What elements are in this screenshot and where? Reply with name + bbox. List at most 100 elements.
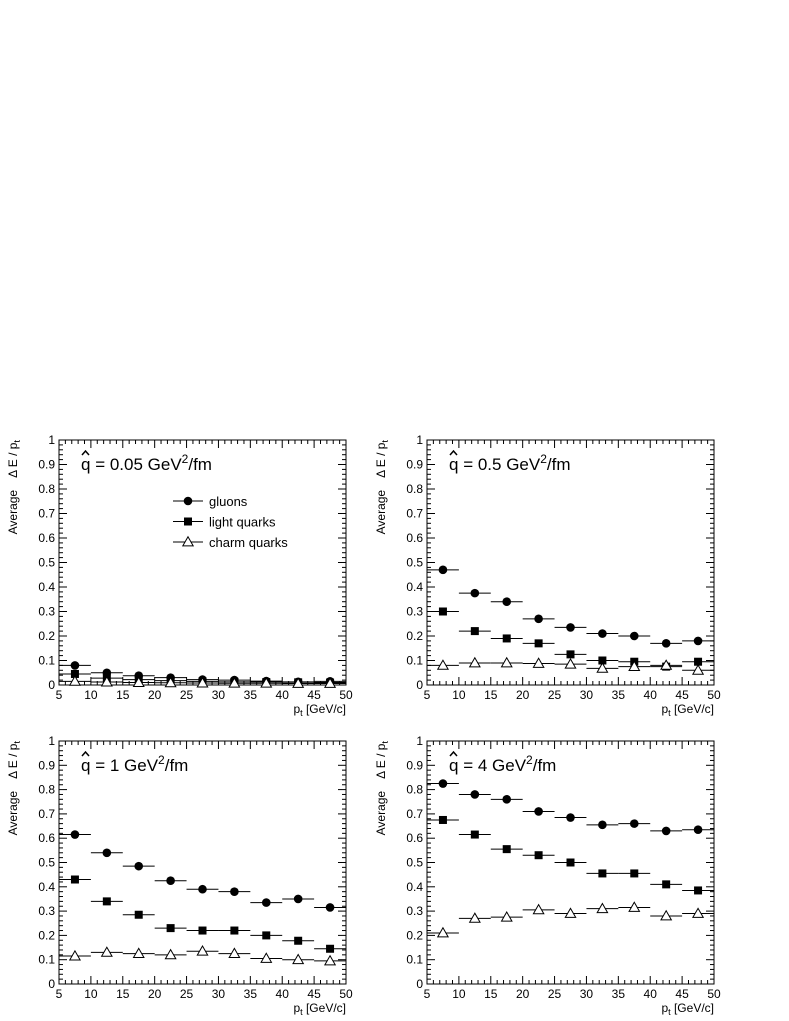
y-tick-label: 0.9 — [406, 458, 423, 472]
y-axis-title-sub: t — [12, 440, 22, 443]
x-tick-label: 20 — [148, 688, 162, 702]
x-tick-label: 10 — [84, 987, 98, 1001]
x-tick-label: 5 — [424, 987, 431, 1001]
y-axis-title-delta: Δ E / p — [6, 743, 20, 779]
q-hat-icon — [449, 449, 458, 456]
x-axis-title-sub: t — [668, 1007, 671, 1017]
legend-label: gluons — [209, 494, 248, 509]
y-tick-label: 0.1 — [38, 953, 55, 967]
data-point — [532, 657, 545, 668]
data-point — [691, 907, 705, 918]
y-tick-label: 1 — [416, 734, 423, 748]
data-point — [630, 869, 639, 878]
data-point — [228, 947, 241, 959]
y-tick-label: 0.9 — [406, 758, 423, 772]
y-axis-title-average: Average — [374, 490, 388, 535]
data-point — [598, 656, 607, 665]
y-axis-title: Average Δ E / pt — [6, 440, 22, 535]
data-point — [436, 926, 450, 938]
panel-title: q = 4 GeV2/fm — [449, 753, 556, 775]
data-point — [566, 650, 575, 659]
data-point — [198, 884, 207, 894]
series-charm-quarks — [59, 675, 346, 688]
data-point — [470, 588, 480, 598]
y-axis-title: Average Δ E / pt — [374, 440, 390, 535]
y-axis-title-sub: t — [12, 741, 22, 744]
series-charm-quarks — [59, 944, 346, 966]
data-point — [196, 676, 209, 688]
data-point — [261, 898, 271, 907]
data-point — [534, 614, 543, 624]
x-axis-title: pt [GeV/c] — [293, 1001, 346, 1017]
y-axis-title-average: Average — [374, 791, 388, 836]
y-tick-label: 0.2 — [406, 928, 423, 942]
x-axis-title-p: p — [661, 1001, 668, 1015]
data-point — [294, 936, 303, 945]
data-point — [596, 662, 609, 673]
y-tick-label: 0.9 — [38, 458, 55, 472]
data-point — [693, 636, 703, 646]
x-tick-label: 25 — [548, 987, 562, 1001]
panel-title-tail: /fm — [188, 455, 212, 474]
data-point — [628, 660, 641, 672]
y-tick-label: 0.6 — [38, 531, 55, 545]
data-point — [598, 629, 607, 638]
y-tick-label: 0.8 — [38, 482, 55, 496]
x-axis-title-p: p — [293, 1001, 300, 1015]
y-tick-label: 0.1 — [406, 953, 423, 967]
panel-title-value: = 0.5 GeV — [458, 455, 540, 474]
data-point — [438, 607, 447, 616]
data-point — [325, 903, 335, 912]
x-tick-label: 35 — [244, 688, 258, 702]
y-axis-title-sub: t — [380, 440, 390, 443]
y-tick-label: 0.8 — [406, 482, 423, 496]
panel-title-tail: /fm — [165, 756, 189, 775]
panel-title: q = 0.05 GeV2/fm — [81, 452, 212, 474]
data-point — [164, 948, 177, 960]
series-gluons — [59, 830, 346, 912]
data-point — [694, 657, 703, 666]
y-tick-label: 1 — [48, 433, 55, 447]
data-point — [198, 926, 207, 935]
y-tick-label: 0.5 — [38, 856, 55, 870]
y-tick-label: 0.5 — [406, 856, 423, 870]
panel-title: q = 1 GeV2/fm — [81, 753, 188, 775]
y-tick-label: 0.7 — [38, 807, 55, 821]
y-tick-label: 0.5 — [406, 556, 423, 570]
data-point — [598, 820, 607, 830]
data-point — [438, 779, 448, 788]
y-tick-label: 0.4 — [406, 580, 423, 594]
y-tick-label: 0.2 — [406, 629, 423, 643]
data-point — [438, 815, 447, 824]
x-axis-title-sub: t — [668, 708, 671, 718]
data-point — [166, 876, 175, 886]
x-axis-title: pt [GeV/c] — [661, 702, 714, 718]
data-point — [260, 952, 273, 963]
x-axis-title-units: [GeV/c] — [303, 702, 346, 716]
data-point — [628, 901, 641, 912]
y-tick-label: 0.4 — [38, 580, 55, 594]
data-point — [534, 807, 543, 816]
x-axis-title: pt [GeV/c] — [661, 1001, 714, 1017]
data-point — [564, 907, 577, 918]
data-point — [100, 946, 113, 957]
panel-1: 5 10 15 20 25 30 35 40 45 50 0 0.1 0.2 0.3 0.4 0.5 0.6 0.… — [6, 433, 353, 718]
x-tick-label: 35 — [244, 987, 258, 1001]
data-point — [502, 597, 512, 606]
panel-title-sup: 2 — [540, 452, 547, 466]
y-tick-label: 0.7 — [406, 507, 423, 521]
data-point — [468, 912, 481, 923]
panel-title-q: q — [449, 455, 458, 474]
panel-title-sup: 2 — [158, 753, 165, 767]
data-point — [196, 944, 209, 956]
data-point — [596, 902, 609, 914]
panel-title-q: q — [449, 756, 458, 775]
data-point — [566, 623, 575, 632]
y-tick-label: 0.3 — [406, 904, 423, 918]
data-point — [132, 676, 145, 687]
data-point — [260, 677, 273, 688]
y-tick-label: 0.9 — [38, 758, 55, 772]
data-point — [660, 659, 673, 670]
x-tick-label: 50 — [339, 688, 353, 702]
